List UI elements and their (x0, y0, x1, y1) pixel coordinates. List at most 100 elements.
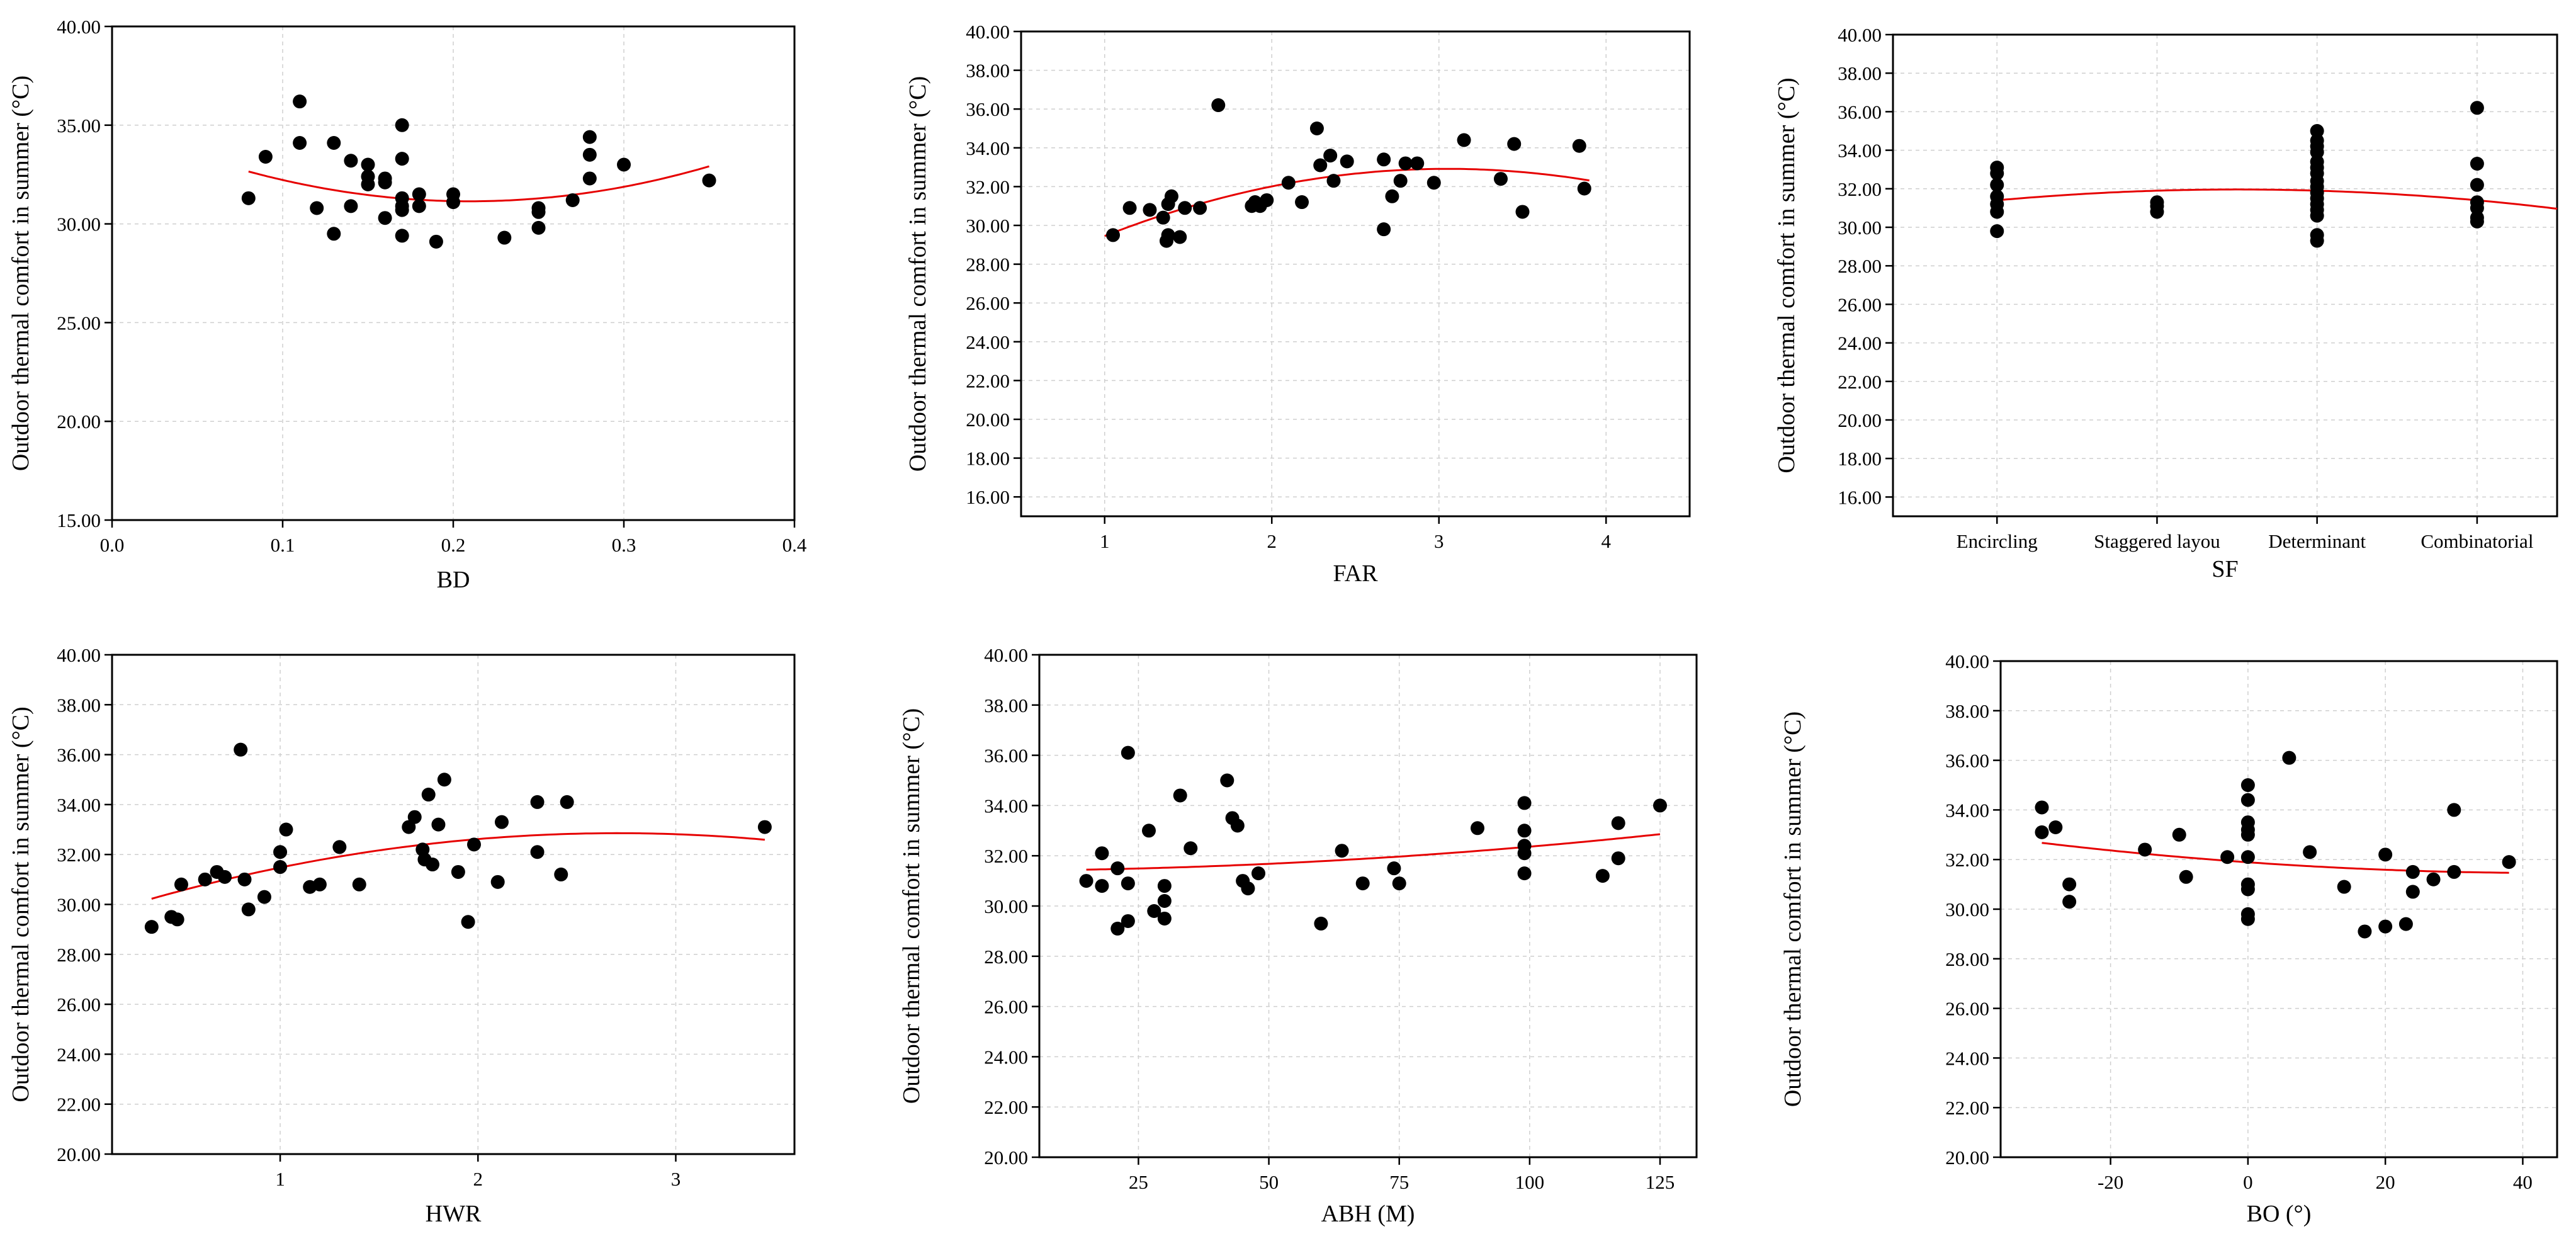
y-tick-label: 22.00 (1945, 1097, 1989, 1119)
data-point (421, 788, 436, 802)
data-point (412, 199, 426, 213)
data-point (1457, 133, 1471, 147)
data-point (2172, 827, 2186, 842)
data-point (2240, 778, 2255, 792)
plot-frame (1020, 30, 1691, 518)
data-point (2240, 827, 2255, 842)
data-point (1326, 174, 1341, 188)
y-tick-label: 28.00 (966, 254, 1010, 276)
data-point (429, 234, 443, 249)
y-tick-label: 36.00 (1945, 750, 1989, 772)
data-point (241, 902, 256, 917)
y-tick-label: 34.00 (966, 137, 1010, 159)
data-point (2405, 885, 2420, 899)
y-tick-label: 30.00 (1838, 217, 1882, 239)
data-point (431, 817, 446, 832)
data-point (279, 822, 293, 837)
x-tick-label: 40 (2513, 1171, 2533, 1193)
plot-frame (1999, 660, 2558, 1158)
data-point (2035, 800, 2049, 815)
data-point (1377, 222, 1391, 237)
data-point (1122, 201, 1137, 215)
y-tick-label: 38.00 (57, 694, 101, 716)
data-point (1220, 773, 1234, 788)
data-point (395, 118, 409, 132)
data-point (2502, 855, 2516, 869)
data-point (1106, 228, 1121, 242)
x-tick-label: 0.2 (441, 534, 466, 556)
data-point (1323, 149, 1338, 163)
fit-curve (1086, 833, 1661, 871)
data-point (2447, 864, 2461, 879)
x-tick-label: 25 (1129, 1171, 1148, 1193)
data-point (241, 191, 256, 205)
y-tick-label: 40.00 (984, 644, 1028, 666)
y-tick-label: 16.00 (1838, 486, 1882, 508)
chart-sf-vs-comfort: 16.00 18.00 20.00 22.00 24.00 26.00 28.00 30.00… (1773, 24, 2558, 582)
data-point (1193, 201, 1207, 215)
data-point (218, 869, 232, 884)
y-tick-label: 22.00 (1838, 371, 1882, 393)
y-tick-label: 25.00 (57, 312, 101, 334)
data-point (531, 220, 546, 235)
data-point (412, 187, 426, 201)
data-point (426, 858, 440, 872)
data-point (466, 837, 481, 852)
y-tick-label: 38.00 (1838, 62, 1882, 84)
y-tick-label: 22.00 (57, 1094, 101, 1116)
data-point (1110, 861, 1125, 876)
data-point (2310, 208, 2324, 223)
x-tick-label: 1 (275, 1168, 285, 1190)
data-point (1990, 166, 2004, 181)
data-point (273, 860, 288, 875)
x-tick-label: -20 (2098, 1171, 2123, 1193)
data-point (395, 229, 409, 243)
data-point (1314, 916, 1328, 931)
data-point (1517, 796, 1532, 810)
y-tick-label: 20.00 (1945, 1147, 1989, 1169)
data-point (378, 175, 392, 190)
fit-curve (2042, 842, 2509, 874)
x-category-label: Determinant (2268, 530, 2366, 552)
data-point (490, 875, 505, 889)
data-point (560, 795, 574, 809)
y-tick-label: 30.00 (1945, 898, 1989, 920)
data-point (327, 227, 341, 241)
data-point (1211, 98, 1226, 113)
data-point (344, 199, 358, 213)
y-tick-label: 22.00 (984, 1096, 1028, 1118)
data-point (258, 149, 273, 164)
data-point (2470, 214, 2484, 229)
y-tick-label: 36.00 (1838, 101, 1882, 123)
data-point (1230, 818, 1245, 833)
y-tick-label: 35.00 (57, 115, 101, 137)
data-point (1241, 881, 1255, 896)
data-point (1377, 152, 1391, 167)
data-point (2240, 882, 2255, 897)
data-point (2062, 895, 2077, 909)
chart-abh-vs-comfort: 20.00 22.00 24.00 26.00 28.00 30.00 32.00 34.00… (898, 644, 1698, 1227)
data-point (1157, 879, 1172, 893)
data-point (1517, 846, 1532, 861)
x-axis-title: SF (2212, 556, 2238, 582)
data-point (1517, 866, 1532, 881)
data-point (2470, 178, 2484, 192)
data-point (361, 157, 375, 172)
x-tick-label: 75 (1389, 1171, 1409, 1193)
data-point (2405, 864, 2420, 879)
y-tick-label: 28.00 (1945, 948, 1989, 970)
y-tick-label: 28.00 (984, 946, 1028, 968)
data-point (2310, 124, 2324, 138)
x-category-label: Combinatorial (2421, 530, 2533, 552)
y-tick-label: 40.00 (57, 16, 101, 38)
data-point (1398, 156, 1413, 171)
x-tick-label: 3 (671, 1168, 681, 1190)
y-tick-label: 32.00 (1838, 178, 1882, 200)
data-point (1178, 201, 1192, 215)
data-point (407, 810, 422, 824)
data-point (2240, 793, 2255, 807)
data-point (257, 890, 271, 904)
data-point (2426, 872, 2441, 886)
data-point (1251, 866, 1265, 881)
x-axis-title: ABH (M) (1321, 1201, 1415, 1227)
